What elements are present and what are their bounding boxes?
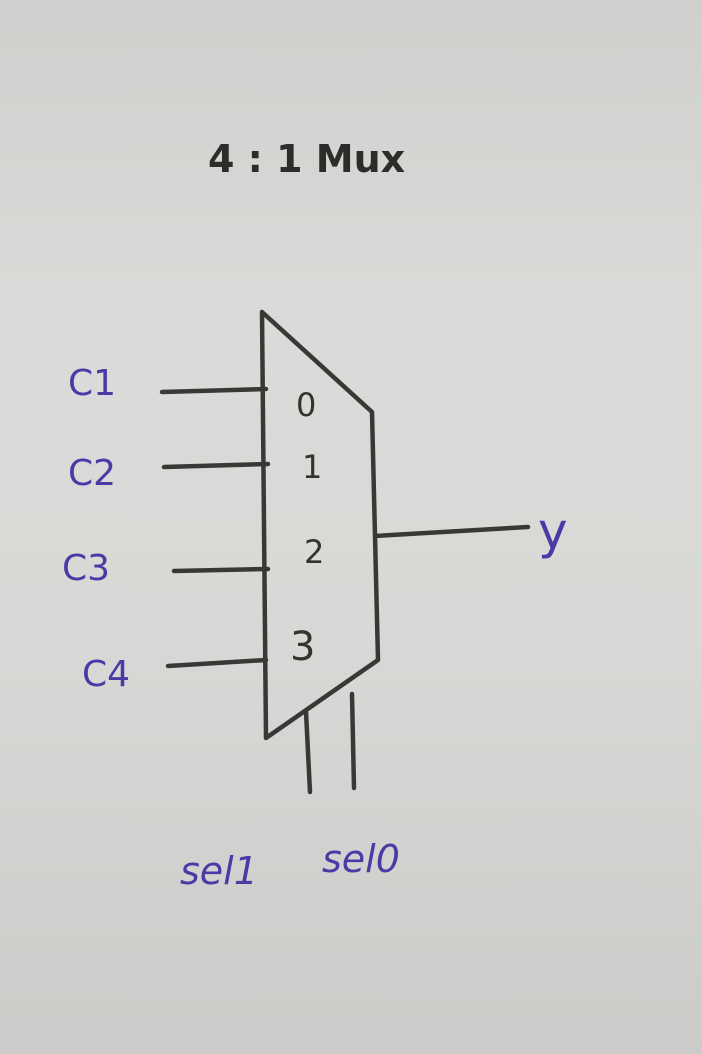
port-number-0: 0: [296, 386, 316, 424]
select-label-sel0: sel0: [322, 837, 400, 881]
input-wire-c2: [161, 461, 271, 470]
select-label-sel1: sel1: [180, 849, 258, 893]
input-label-c1: C1: [68, 363, 116, 404]
output-wire-y: [372, 524, 531, 539]
input-wire-c3: [171, 566, 271, 574]
input-label-c4: C4: [82, 654, 130, 695]
select-wire-sel0: [349, 691, 357, 791]
diagram-title: 4 : 1 Mux: [208, 137, 405, 181]
port-number-2: 2: [304, 533, 324, 571]
mux-body: [259, 309, 381, 741]
port-number-3: 3: [290, 624, 315, 670]
input-label-c2: C2: [68, 453, 116, 494]
port-number-1: 1: [302, 448, 322, 486]
select-wire-sel1: [303, 709, 313, 795]
input-wire-c1: [159, 386, 269, 395]
input-wire-c4: [165, 657, 269, 669]
input-label-c3: C3: [62, 548, 110, 589]
output-label-y: y: [538, 502, 568, 560]
